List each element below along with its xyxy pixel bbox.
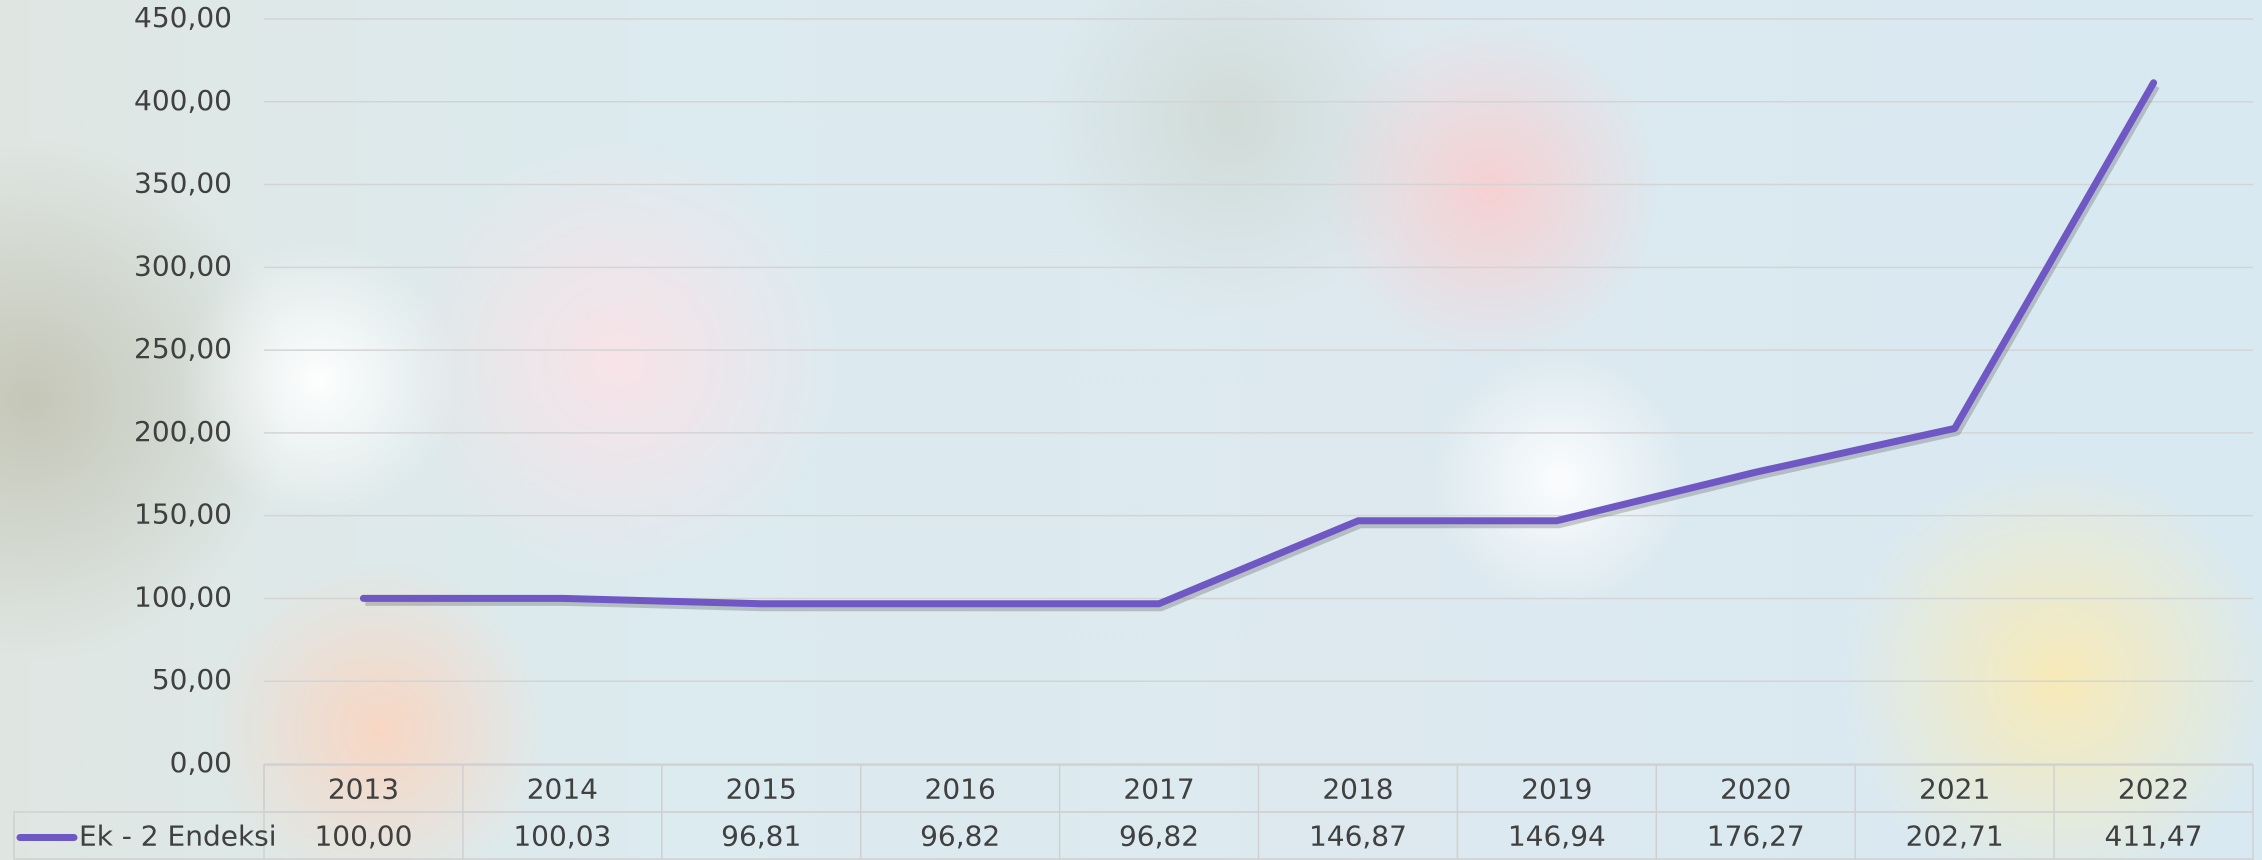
y-tick-label: 350,00 [134,167,232,200]
data-label: 96,81 [721,820,801,853]
table-value-row [13,811,2254,860]
data-label: 100,03 [513,820,611,853]
x-tick-label: 2017 [1123,773,1194,806]
y-tick-label: 450,00 [134,1,232,34]
data-label: 411,47 [2105,820,2203,853]
y-tick-label: 50,00 [152,663,232,696]
data-label: 146,87 [1309,820,1407,853]
x-tick-label: 2022 [2118,773,2189,806]
x-tick-label: 2020 [1720,773,1791,806]
x-tick-label: 2021 [1919,773,1990,806]
x-tick-label: 2013 [328,773,399,806]
line-shadow [365,83,2160,612]
data-label: 202,71 [1906,820,2004,853]
x-tick-label: 2019 [1521,773,1592,806]
data-label: 176,27 [1707,820,1805,853]
x-tick-label: 2018 [1322,773,1393,806]
y-tick-label: 100,00 [134,580,232,613]
y-tick-label: 200,00 [134,415,232,448]
y-tick-label: 400,00 [134,84,232,117]
data-label: 146,94 [1508,820,1606,853]
data-label: 96,82 [1119,820,1199,853]
legend-label: Ek - 2 Endeksi [79,820,277,853]
y-tick-label: 150,00 [134,498,232,531]
y-tick-label: 300,00 [134,249,232,282]
y-tick-label: 0,00 [170,746,232,779]
series-line [359,79,2158,608]
x-tick-label: 2016 [925,773,996,806]
data-label: 96,82 [920,820,1000,853]
x-tick-label: 2015 [726,773,797,806]
data-label: 100,00 [314,820,412,853]
x-tick-label: 2014 [527,773,598,806]
y-tick-label: 250,00 [134,332,232,365]
